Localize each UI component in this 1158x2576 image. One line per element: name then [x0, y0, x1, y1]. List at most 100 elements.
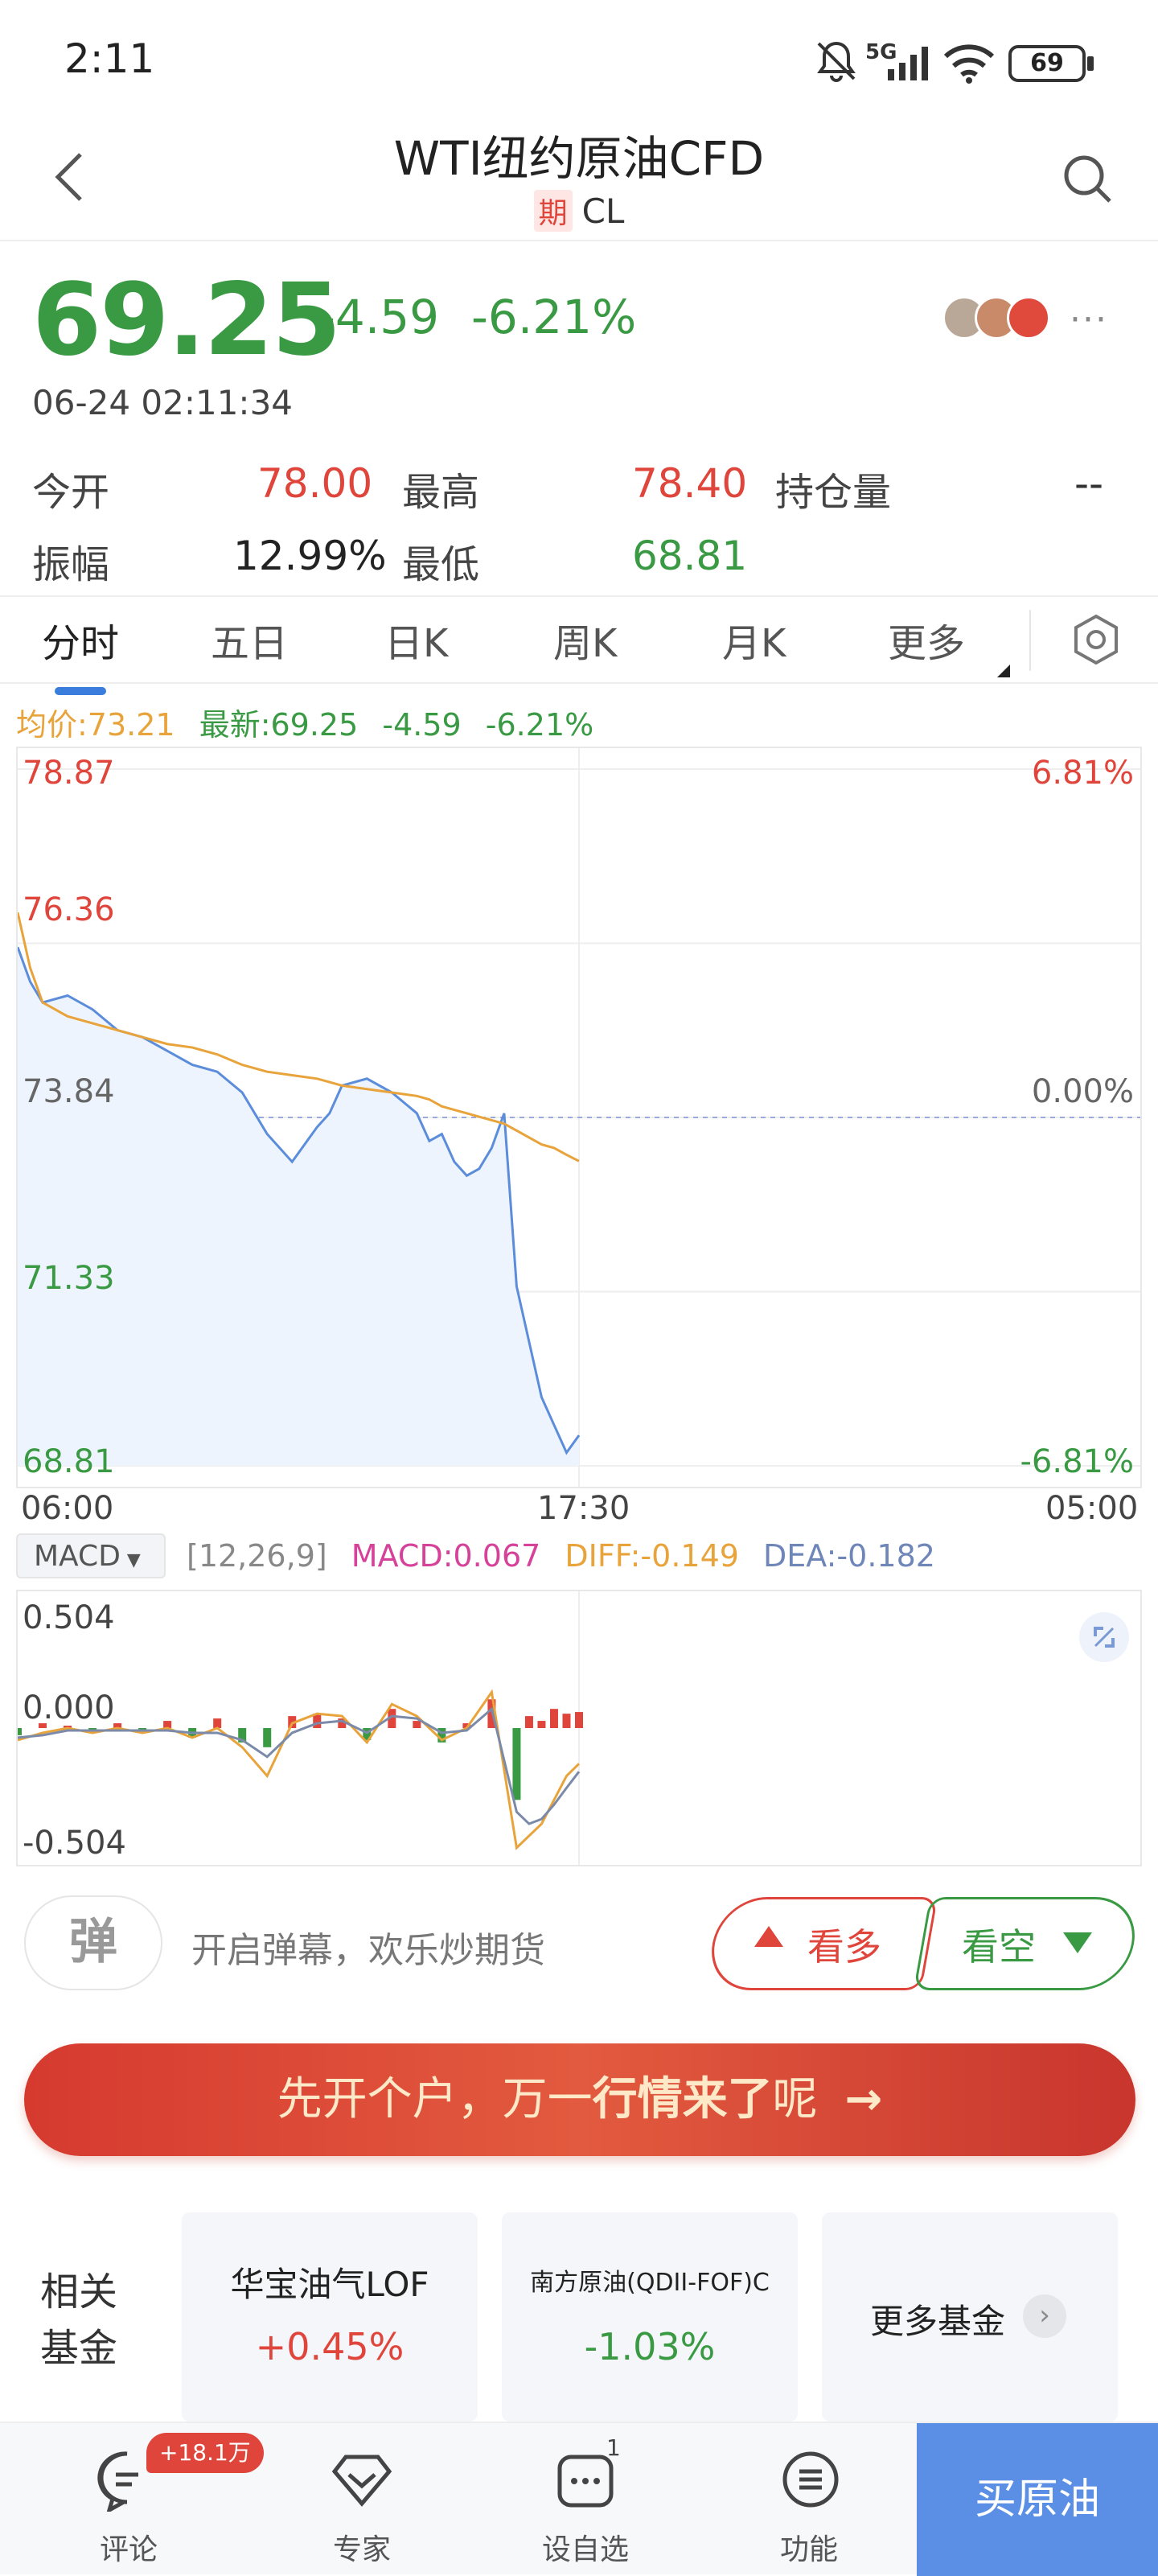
more-dots-icon[interactable]: ··· [1070, 299, 1108, 340]
nav-experts[interactable]: 专家 [281, 2423, 442, 2576]
back-button[interactable] [45, 145, 93, 209]
macd-bar [537, 1721, 546, 1728]
mute-bell-icon [812, 37, 860, 85]
nav-label: 设自选 [541, 2533, 629, 2566]
fund-name: 华宝油气LOF [230, 2265, 429, 2304]
chart-legend: 均价:73.21 最新:69.25 -4.59 -6.21% [16, 700, 593, 744]
status-bar: 2:11 5G 69 [0, 0, 1158, 121]
related-funds-label-line: 基金 [40, 2326, 118, 2371]
macd-chart[interactable]: 0.504 0.000 -0.504 [16, 1590, 1142, 1866]
intraday-chart[interactable]: 78.87 76.36 73.84 71.33 68.81 6.81% 0.00… [16, 747, 1142, 1488]
add-watchlist-icon [553, 2447, 618, 2512]
page-header: WTI纽约原油CFD 期 CL [0, 113, 1158, 241]
macd-chart-svg [18, 1591, 583, 1865]
open-interest-value: -- [1074, 460, 1104, 507]
nav-label: 专家 [332, 2533, 391, 2566]
bear-button[interactable]: 看空 [962, 1925, 1036, 1969]
more-caret-icon [997, 665, 1010, 677]
diff-value: DIFF:-0.149 [565, 1538, 739, 1574]
fund-card[interactable]: 南方原油(QDII-FOF)C -1.03% [502, 2212, 798, 2422]
y-tick-right: 6.81% [1031, 755, 1134, 792]
y-tick-left: 71.33 [23, 1260, 115, 1297]
tab-more[interactable]: 更多 [888, 621, 966, 666]
open-interest-label: 持仓量 [775, 470, 892, 515]
instrument-code-line: 期 CL [0, 190, 1158, 232]
tab-weekly-k[interactable]: 周K [553, 621, 618, 666]
fund-change: -1.03% [584, 2325, 716, 2368]
search-icon[interactable] [1058, 150, 1116, 208]
avatar [1007, 296, 1050, 339]
bull-button[interactable]: 看多 [807, 1925, 881, 1969]
open-label: 今开 [32, 470, 110, 515]
page-title: WTI纽约原油CFD [393, 131, 765, 186]
tab-daily-k[interactable]: 日K [384, 621, 449, 666]
x-tick: 17:30 [537, 1490, 630, 1527]
tab-monthly-k[interactable]: 月K [722, 621, 786, 666]
macd-bar [238, 1728, 247, 1743]
tab-divider [1029, 610, 1031, 671]
amplitude-value: 12.99% [233, 533, 387, 579]
battery-icon: 69 [1008, 45, 1086, 82]
more-funds-card[interactable]: 更多基金 › [822, 2212, 1118, 2422]
y-tick-right: -6.81% [1020, 1443, 1134, 1480]
legend-avg: 均价:73.21 [16, 707, 175, 743]
buy-crude-button[interactable]: 买原油 [917, 2423, 1158, 2576]
legend-latest: 最新:69.25 [199, 707, 359, 743]
indicator-selector[interactable]: MACD ▼ [16, 1533, 166, 1578]
status-time: 2:11 [64, 35, 155, 82]
related-funds-label-line: 相关 [40, 2269, 118, 2315]
legend-change-pct: -6.21% [485, 707, 594, 743]
fund-card[interactable]: 华宝油气LOF +0.45% [182, 2212, 478, 2422]
barrage-placeholder[interactable]: 开启弹幕，欢乐炒期货 [191, 1930, 545, 1971]
macd-bar [512, 1728, 521, 1800]
triangle-up-icon [751, 1920, 786, 1955]
comment-icon [95, 2447, 159, 2515]
expand-icon[interactable] [1079, 1612, 1129, 1662]
macd-bar [113, 1723, 122, 1728]
chart-period-tabs: 分时 五日 日K 周K 月K 更多 [0, 595, 1158, 695]
macd-params: [12,26,9] [187, 1538, 327, 1574]
functions-menu-icon [778, 2447, 843, 2512]
banner-text-strong: 行情来了 [592, 2073, 773, 2125]
last-price: 69.25 [32, 262, 341, 378]
fund-change: +0.45% [255, 2325, 404, 2368]
macd-bar [338, 1718, 347, 1728]
x-tick: 05:00 [1045, 1490, 1139, 1527]
macd-bar [524, 1716, 533, 1728]
dea-line [18, 1706, 581, 1825]
bottom-nav: +18.1万 评论 专家 1 设自选 功能 买原油 [0, 2422, 1158, 2576]
barrage-toggle[interactable]: 弹 [24, 1895, 162, 1990]
nav-functions[interactable]: 功能 [729, 2423, 889, 2576]
nav-label: 评论 [99, 2533, 158, 2566]
high-value: 78.40 [632, 460, 748, 507]
macd-bar [437, 1728, 446, 1743]
y-tick-left: 73.84 [23, 1073, 115, 1110]
more-funds-label: 更多基金 [870, 2302, 1006, 2341]
y-tick-right: 0.00% [1031, 1073, 1134, 1110]
network-type: 5G [865, 40, 897, 64]
battery-tip [1087, 56, 1094, 71]
open-account-banner[interactable]: 先开个户，万一行情来了呢 → [24, 2043, 1135, 2156]
amplitude-label: 振幅 [32, 542, 110, 587]
macd-bar [263, 1728, 272, 1747]
legend-change: -4.59 [382, 707, 462, 743]
nav-add-watchlist[interactable]: 1 设自选 [505, 2423, 666, 2576]
macd-bar [549, 1709, 558, 1728]
wifi-icon [942, 42, 996, 84]
price-change-pct: -6.21% [471, 290, 637, 344]
watchlist-badge: 1 [606, 2434, 621, 2461]
tab-intraday[interactable]: 分时 [42, 611, 119, 695]
macd-bar [18, 1728, 22, 1735]
avatar-group[interactable] [942, 296, 1055, 341]
price-area [18, 947, 579, 1466]
intraday-chart-svg [18, 748, 1140, 1487]
instrument-code: CL [581, 191, 625, 231]
banner-text-pre: 先开个户，万一 [277, 2073, 593, 2125]
price-change: -4.59 [318, 290, 440, 344]
chart-settings-icon[interactable] [1070, 613, 1123, 666]
barrage-icon: 弹 [69, 1914, 117, 1970]
macd-y-tick: -0.504 [23, 1825, 126, 1862]
nav-comments[interactable]: +18.1万 评论 [48, 2423, 264, 2576]
tab-five-day[interactable]: 五日 [211, 621, 289, 666]
chevron-right-icon: › [1023, 2294, 1066, 2338]
